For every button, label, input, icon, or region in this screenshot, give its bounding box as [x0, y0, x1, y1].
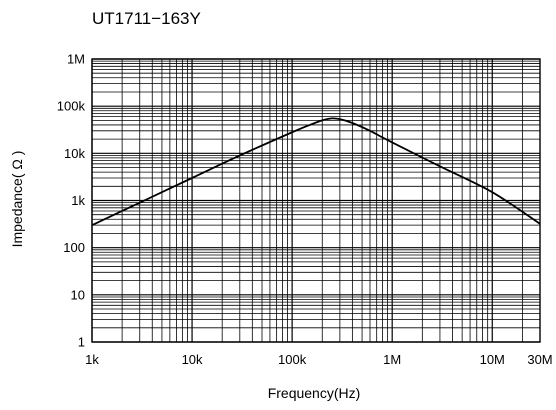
grid	[91, 58, 541, 343]
impedance-series-line	[91, 117, 541, 226]
x-tick-label: 100k	[278, 352, 307, 367]
y-tick-label: 1	[78, 335, 85, 350]
y-tick-label: 100	[63, 240, 85, 255]
y-tick-labels: 1 10 100 1k 10k 100k 1M	[57, 52, 86, 350]
x-tick-label: 10M	[480, 352, 505, 367]
y-tick-label: 1M	[67, 52, 85, 67]
x-tick-label: 1k	[85, 352, 99, 367]
x-tick-label: 30M	[527, 352, 552, 367]
x-axis-label: Frequency(Hz)	[268, 385, 361, 401]
y-tick-label: 1k	[71, 193, 85, 208]
y-tick-label: 10k	[64, 146, 85, 161]
x-tick-label: 1M	[383, 352, 401, 367]
y-axis-label: Impedance( Ω )	[9, 151, 25, 248]
y-tick-label: 100k	[57, 99, 86, 114]
plot-frame	[91, 58, 541, 343]
x-tick-label: 10k	[182, 352, 203, 367]
y-tick-label: 10	[71, 287, 85, 302]
series	[91, 117, 541, 226]
chart-title: UT1711−163Y	[92, 9, 201, 28]
x-tick-labels: 1k 10k 100k 1M 10M 30M	[85, 352, 553, 367]
